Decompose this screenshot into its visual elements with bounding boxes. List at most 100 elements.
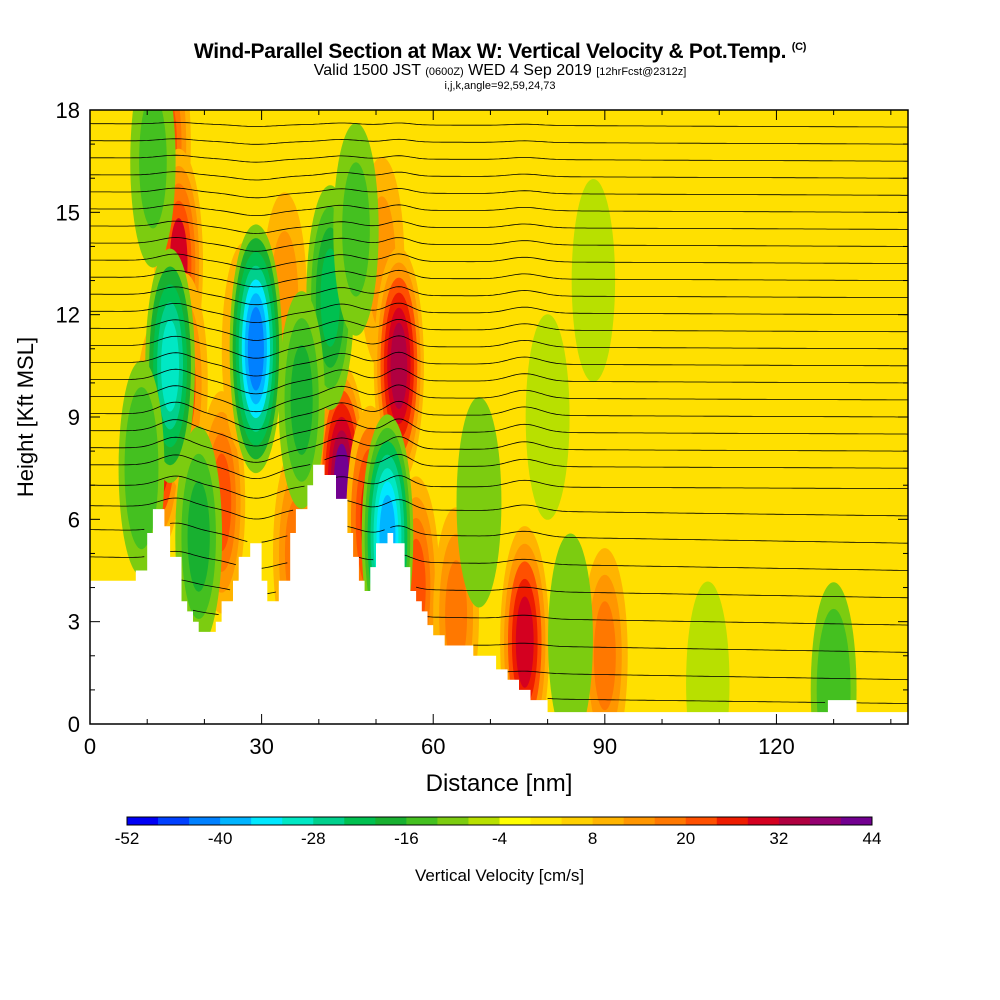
isentrope-line	[90, 121, 908, 128]
velocity-cell	[278, 291, 325, 509]
velocity-contour-fill	[342, 162, 370, 297]
chart-title-text: Wind-Parallel Section at Max W: Vertical…	[193, 40, 787, 63]
y-tick-label: 9	[68, 405, 80, 430]
colorbar-swatch	[127, 817, 159, 825]
x-tick-label: 30	[249, 734, 273, 759]
velocity-contour-fill	[465, 435, 493, 569]
velocity-cell	[229, 224, 283, 474]
colorbar-swatch	[716, 817, 749, 825]
isentrope-line	[90, 187, 908, 199]
y-tick-label: 0	[68, 712, 80, 737]
isentrope-line	[90, 418, 908, 447]
velocity-contour-fill	[593, 601, 616, 711]
colorbar-swatch	[499, 817, 532, 825]
colorbar-swatch	[468, 817, 500, 825]
x-tick-label: 120	[758, 734, 795, 759]
colorbar-tick-label: -52	[115, 829, 140, 848]
velocity-cell	[456, 397, 502, 608]
isentrope-line	[90, 550, 908, 571]
velocity-contour-fill	[290, 345, 313, 455]
y-tick-label: 18	[56, 98, 80, 123]
copyright-mark: (C)	[791, 41, 807, 53]
velocity-cell	[333, 122, 379, 336]
axes: 0 30 60 90 120 0 3 6 9 12 15 18 Distance [nm] Height …	[13, 98, 908, 797]
title-block: Wind-Parallel Section at Max W: Vertical…	[0, 36, 1000, 93]
velocity-contour-fill	[556, 572, 585, 706]
isentrope-line	[90, 154, 908, 163]
x-tick-label: 60	[421, 734, 445, 759]
valid-utc: (0600Z)	[425, 66, 464, 78]
isentrope-line	[90, 453, 908, 480]
colorbar-swatch	[313, 817, 345, 825]
colorbar-tick-label: 8	[588, 829, 597, 848]
plot-area	[90, 110, 908, 724]
colorbar-swatch	[220, 817, 252, 825]
colorbar-swatch	[654, 817, 687, 825]
isentrope-line	[90, 335, 908, 359]
velocity-cell	[130, 110, 176, 268]
velocity-contour-fill	[130, 413, 153, 523]
x-tick-label: 0	[84, 734, 96, 759]
colorbar-tick-label: -40	[208, 829, 233, 848]
velocity-cell	[500, 526, 550, 724]
colorbar-swatch	[592, 817, 625, 825]
y-tick-label: 12	[56, 303, 80, 328]
colorbar-swatch	[406, 817, 438, 825]
isentrope-line	[90, 237, 908, 252]
velocity-cell	[373, 247, 424, 485]
velocity-contour-fill	[515, 596, 534, 688]
isentrope-line	[90, 204, 908, 216]
colorbar-tick-label: -28	[301, 829, 326, 848]
velocity-contour-fill	[445, 560, 468, 670]
isentrope-line	[90, 302, 908, 324]
velocity-cell	[810, 582, 857, 724]
velocity-contour-fill	[247, 307, 264, 391]
colorbar-swatch	[437, 817, 469, 825]
y-axis-label: Height [Kft MSL]	[13, 337, 38, 497]
y-tick-label: 6	[68, 507, 80, 532]
velocity-contour-fill	[161, 319, 180, 412]
velocity-contour-fill	[822, 635, 845, 724]
isentrope-line	[90, 368, 908, 395]
isentrope-line	[90, 286, 908, 306]
velocity-contour-fill	[525, 314, 570, 520]
isentrope-line	[90, 384, 908, 413]
velocity-contour-fill	[390, 322, 408, 409]
isentrope-line	[90, 220, 908, 234]
x-axis-label: Distance [nm]	[426, 770, 573, 797]
colorbar-swatch	[685, 817, 718, 825]
isentrope-line	[181, 579, 908, 599]
colorbar-swatch	[561, 817, 594, 825]
y-tick-label: 3	[68, 610, 80, 635]
colorbar-swatch	[158, 817, 190, 825]
colorbar-swatch	[189, 817, 221, 825]
valid-date: WED 4 Sep 2019	[468, 62, 592, 79]
colorbar-swatch	[344, 817, 376, 825]
isentrope-line	[473, 642, 908, 653]
colorbar-frame	[126, 816, 873, 826]
isentrope-line	[90, 269, 908, 288]
colorbar-swatch	[251, 817, 283, 825]
isentrope-line	[90, 436, 908, 463]
terrain-fill	[90, 464, 908, 724]
colorbar-swatch	[282, 817, 314, 825]
colorbar-tick-label: 44	[863, 829, 882, 848]
forecast-info: [12hrFcst@2312z]	[596, 66, 687, 78]
colorbar-label: Vertical Velocity [cm/s]	[415, 866, 584, 885]
velocity-contour-fill	[571, 178, 616, 383]
isentrope-line	[192, 609, 908, 626]
colorbar-swatch	[747, 817, 780, 825]
colorbar-swatch	[623, 817, 656, 825]
chart-title: Wind-Parallel Section at Max W: Vertical…	[0, 36, 1000, 63]
isentrope-line	[547, 698, 908, 704]
velocity-cell	[571, 178, 616, 383]
isentrope-line	[90, 138, 908, 145]
colorbar-swatch	[778, 817, 811, 825]
isentrope-line	[90, 318, 908, 341]
colorbar-swatch	[375, 817, 407, 825]
velocity-contour-fill	[320, 248, 340, 347]
velocity-cell	[548, 533, 593, 724]
velocity-cell	[175, 426, 223, 647]
isentrope-line	[90, 253, 908, 270]
